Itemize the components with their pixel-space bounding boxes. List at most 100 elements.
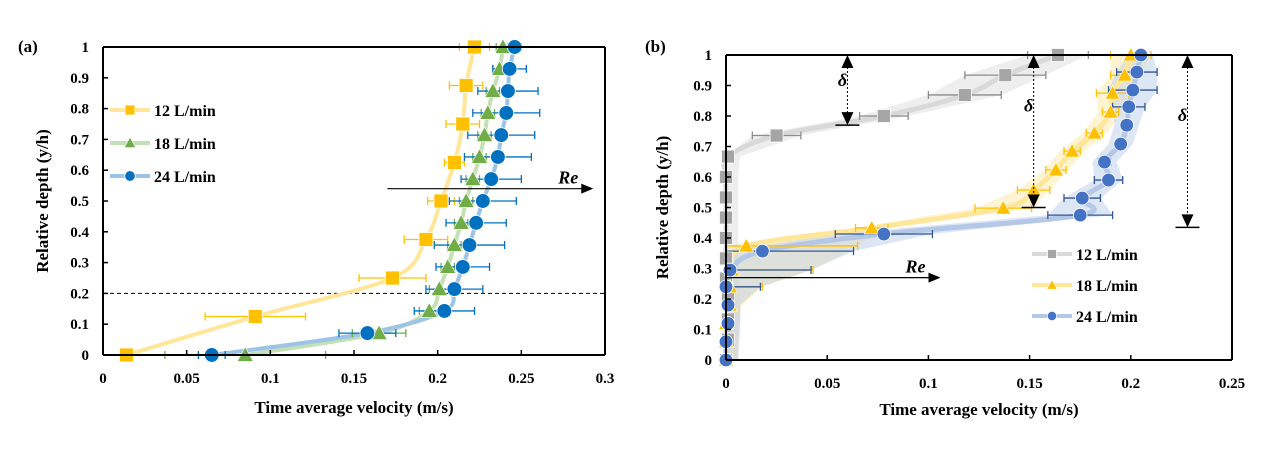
data-point-triangle xyxy=(863,219,880,235)
x-tick-label: 0.1 xyxy=(261,371,280,387)
x-tick-label: 0.15 xyxy=(1016,376,1042,392)
data-point-circle xyxy=(876,226,892,242)
data-point-triangle xyxy=(445,236,463,252)
x-tick-label: 0.25 xyxy=(508,371,534,387)
data-point-circle xyxy=(755,243,770,259)
data-point-triangle xyxy=(430,280,448,296)
data-point-square xyxy=(247,309,263,324)
re-label: Re xyxy=(557,168,578,188)
y-tick-label: 0.8 xyxy=(693,109,712,125)
data-point-circle xyxy=(490,149,506,165)
data-point-circle xyxy=(468,215,484,231)
data-point-circle xyxy=(1097,154,1112,170)
y-tick-label: 0.1 xyxy=(693,323,712,339)
data-point-circle xyxy=(500,83,516,99)
y-axis-title: Relative depth (y/h) xyxy=(33,129,52,273)
y-tick-label: 0.7 xyxy=(70,132,89,148)
x-tick-label: 0.1 xyxy=(919,376,938,392)
data-point-circle xyxy=(720,297,736,313)
confidence-band-1 xyxy=(726,55,1152,360)
y-tick-label: 0 xyxy=(82,348,90,364)
data-point-triangle xyxy=(464,170,482,186)
y-tick-label: 0.8 xyxy=(70,102,89,118)
legend-label: 18 L/min xyxy=(154,136,216,153)
data-point-circle xyxy=(720,316,736,331)
y-tick-label: 0.9 xyxy=(693,79,712,95)
delta-arrow-head-bottom xyxy=(841,112,854,126)
data-point-circle xyxy=(493,127,510,143)
x-axis-title: Time average velocity (m/s) xyxy=(879,400,1078,419)
data-point-triangle xyxy=(457,192,475,208)
y-tick-label: 0.5 xyxy=(693,201,712,217)
x-axis-title: Time average velocity (m/s) xyxy=(254,398,453,417)
x-tick-label: 0.3 xyxy=(596,371,615,387)
legend-marker-circle xyxy=(124,170,136,182)
data-point-circle xyxy=(1125,82,1141,98)
x-tick-label: 0 xyxy=(722,376,730,392)
data-point-triangle xyxy=(439,258,457,274)
delta-arrow-head-bottom xyxy=(1181,214,1194,228)
delta-arrow-head-top xyxy=(1181,55,1194,68)
data-point-circle xyxy=(498,105,515,121)
delta-label: δ xyxy=(838,70,847,90)
y-tick-label: 1 xyxy=(705,48,713,64)
data-point-circle xyxy=(359,325,376,341)
data-point-circle xyxy=(455,259,471,275)
data-point-circle xyxy=(446,281,463,297)
y-tick-label: 0.2 xyxy=(70,286,89,302)
x-tick-label: 0.05 xyxy=(174,371,200,387)
x-tick-label: 0.15 xyxy=(341,371,367,387)
data-point-circle xyxy=(1072,207,1088,223)
data-point-circle xyxy=(436,303,453,319)
data-point-circle xyxy=(1129,64,1145,80)
x-tick-label: 0.25 xyxy=(1219,376,1245,392)
data-point-triangle xyxy=(1047,161,1064,177)
data-point-triangle xyxy=(1064,142,1081,158)
x-tick-label: 0.2 xyxy=(428,371,447,387)
data-point-triangle xyxy=(1086,124,1103,140)
data-point-circle xyxy=(461,237,478,253)
y-tick-label: 0.4 xyxy=(70,225,89,241)
data-point-square xyxy=(446,155,462,170)
legend-marker-triangle xyxy=(1046,279,1058,290)
data-point-square xyxy=(433,193,449,209)
data-point-triangle xyxy=(1104,85,1121,100)
data-point-square xyxy=(876,109,891,123)
y-tick-label: 0.6 xyxy=(693,170,712,186)
re-arrow-head xyxy=(581,183,594,194)
y-axis-title: Relative depth (y/h) xyxy=(653,136,672,280)
chart-panel-b: (b) 0 0.05 0.1 0.15 0.2 0.25 0 0.1 0.2 0.3 0.4 0.5 0.… xyxy=(645,37,1245,419)
y-tick-label: 0.4 xyxy=(693,231,712,247)
re-label: Re xyxy=(905,257,926,277)
y-tick-label: 0.7 xyxy=(693,140,712,156)
data-point-square xyxy=(455,116,471,132)
data-point-triangle xyxy=(470,148,489,164)
x-tick-label: 0.05 xyxy=(814,376,840,392)
legend-marker-square xyxy=(124,104,136,116)
data-point-circle xyxy=(1113,136,1128,152)
re-arrow-head xyxy=(928,272,941,283)
legend-marker-triangle xyxy=(123,136,137,148)
y-tick-label: 0.2 xyxy=(693,292,712,308)
data-point-triangle xyxy=(738,237,755,253)
delta-arrow-head-bottom xyxy=(1027,194,1040,208)
data-point-triangle xyxy=(995,200,1012,215)
legend-item-1: 18 L/min xyxy=(1032,278,1138,295)
data-point-square xyxy=(385,270,400,286)
chart-panel-a: (a) 0 0.05 0.1 0.15 0.2 0.25 0.3 0 0.1 0.2 0.3 0.4 0.… xyxy=(18,37,614,417)
data-point-circle xyxy=(1119,117,1134,133)
data-point-triangle xyxy=(484,82,502,98)
data-point-triangle xyxy=(1102,103,1119,119)
delta-label: δ xyxy=(1178,105,1187,125)
legend-label: 12 L/min xyxy=(1076,247,1138,264)
legend-item-2: 24 L/min xyxy=(110,169,216,186)
data-point-circle xyxy=(475,193,491,209)
x-tick-label: 0.2 xyxy=(1121,376,1140,392)
delta-arrow-head-top xyxy=(841,55,854,68)
legend-item-2: 24 L/min xyxy=(1032,309,1138,326)
legend-label: 24 L/min xyxy=(154,169,216,186)
data-point-square xyxy=(957,88,972,102)
legend-label: 18 L/min xyxy=(1076,278,1138,295)
